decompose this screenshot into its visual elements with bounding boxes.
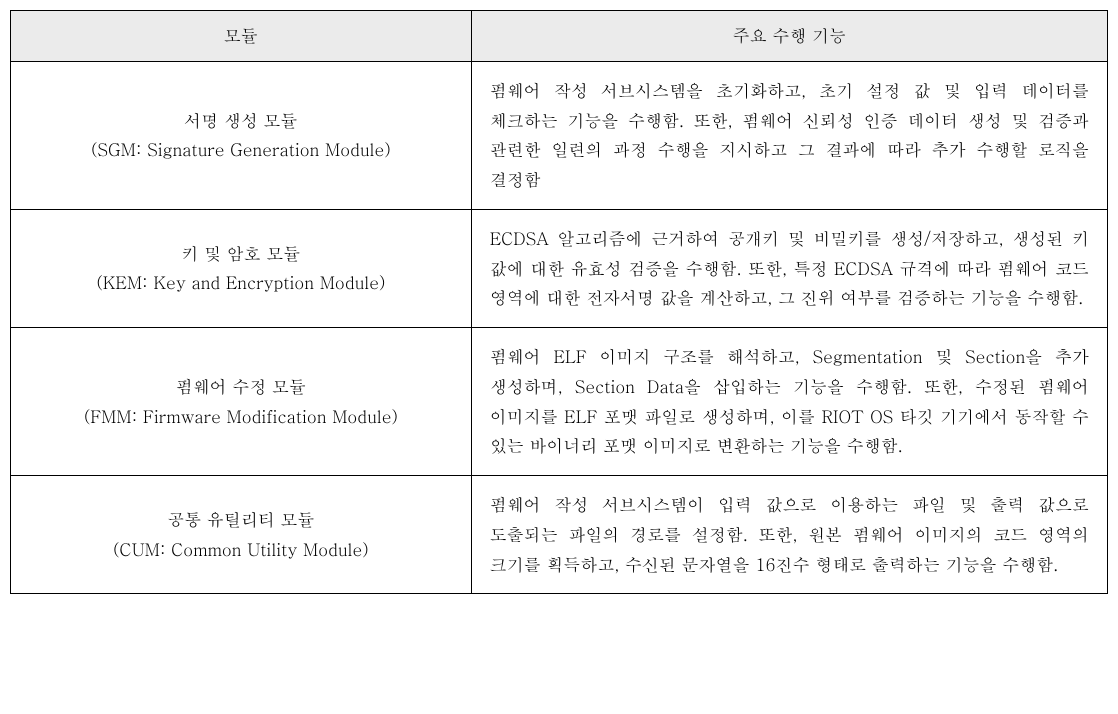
module-title: 공통 유틸리티 모듈 bbox=[29, 505, 453, 535]
module-description: 펌웨어 ELF 이미지 구조를 해석하고, Segmentation 및 Sec… bbox=[471, 328, 1107, 476]
module-subtitle: (CUM: Common Utility Module) bbox=[29, 535, 453, 565]
module-description: ECDSA 알고리즘에 근거하여 공개키 및 비밀키를 생성/저장하고, 생성된… bbox=[471, 209, 1107, 327]
module-description: 펌웨어 작성 서브시스템을 초기화하고, 초기 설정 값 및 입력 데이터를 체… bbox=[471, 61, 1107, 209]
module-subtitle: (SGM: Signature Generation Module) bbox=[29, 135, 453, 165]
table-row: 펌웨어 수정 모듈 (FMM: Firmware Modification Mo… bbox=[11, 328, 1108, 476]
module-title: 펌웨어 수정 모듈 bbox=[29, 372, 453, 402]
module-name-cell: 공통 유틸리티 모듈 (CUM: Common Utility Module) bbox=[11, 476, 472, 594]
module-description: 펌웨어 작성 서브시스템이 입력 값으로 이용하는 파일 및 출력 값으로 도출… bbox=[471, 476, 1107, 594]
module-table: 모듈 주요 수행 기능 서명 생성 모듈 (SGM: Signature Gen… bbox=[10, 10, 1108, 594]
table-row: 서명 생성 모듈 (SGM: Signature Generation Modu… bbox=[11, 61, 1108, 209]
header-module: 모듈 bbox=[11, 11, 472, 62]
module-name-cell: 펌웨어 수정 모듈 (FMM: Firmware Modification Mo… bbox=[11, 328, 472, 476]
header-function: 주요 수행 기능 bbox=[471, 11, 1107, 62]
table-header-row: 모듈 주요 수행 기능 bbox=[11, 11, 1108, 62]
module-subtitle: (FMM: Firmware Modification Module) bbox=[29, 402, 453, 432]
table-row: 공통 유틸리티 모듈 (CUM: Common Utility Module) … bbox=[11, 476, 1108, 594]
module-name-cell: 서명 생성 모듈 (SGM: Signature Generation Modu… bbox=[11, 61, 472, 209]
module-title: 서명 생성 모듈 bbox=[29, 106, 453, 136]
module-title: 키 및 암호 모듈 bbox=[29, 239, 453, 269]
module-subtitle: (KEM: Key and Encryption Module) bbox=[29, 268, 453, 298]
table-row: 키 및 암호 모듈 (KEM: Key and Encryption Modul… bbox=[11, 209, 1108, 327]
module-name-cell: 키 및 암호 모듈 (KEM: Key and Encryption Modul… bbox=[11, 209, 472, 327]
